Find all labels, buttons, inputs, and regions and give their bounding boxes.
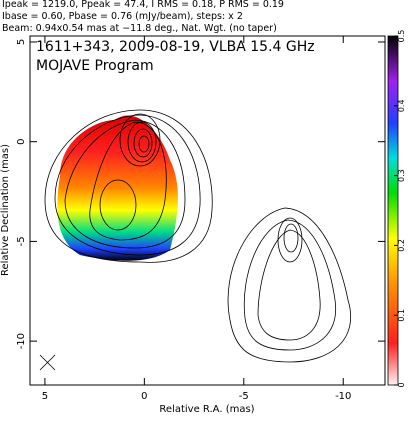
image [39,109,351,371]
header-line: Ipeak = 1219.0, Ppeak = 47.4, I RMS = 0.… [2,0,284,10]
x-tick-label: 0 [141,391,147,402]
beam [39,354,56,371]
header-line: Ibase = 0.60, Pbase = 0.76 (mJy/beam), s… [2,11,243,22]
polarization-map [57,115,178,261]
x-tick-label: -10 [335,391,351,402]
y-tick-label: -5 [16,236,27,246]
y-axis-label: Relative Declination (mas) [0,144,11,276]
colorbar-tick-label: 0.2 [397,239,406,252]
colorbar-tick-label: 0.5 [397,30,406,43]
contours [44,109,351,363]
plot-frame [29,35,386,386]
annotation: MOJAVE Program [36,58,154,74]
colorbar [387,35,399,386]
colorbar-tick-label: 0 [397,382,406,387]
x-tick-label: -5 [239,391,249,402]
colorbar-tick-label: 0.4 [397,99,406,112]
header-line: Beam: 0.94x0.54 mas at −11.8 deg., Nat. … [2,23,277,34]
colorbar-tick-label: 0.1 [397,309,406,322]
y-tick-label: 0 [16,139,27,145]
annotation: 1611+343, 2009-08-19, VLBA 15.4 GHz [36,39,315,55]
x-axis-label: Relative R.A. (mas) [159,404,254,415]
y-tick-label: 5 [16,39,27,45]
x-tick-label: 5 [42,391,48,402]
colorbar-tick-label: 0.3 [397,169,406,182]
y-tick-label: -10 [16,333,27,349]
